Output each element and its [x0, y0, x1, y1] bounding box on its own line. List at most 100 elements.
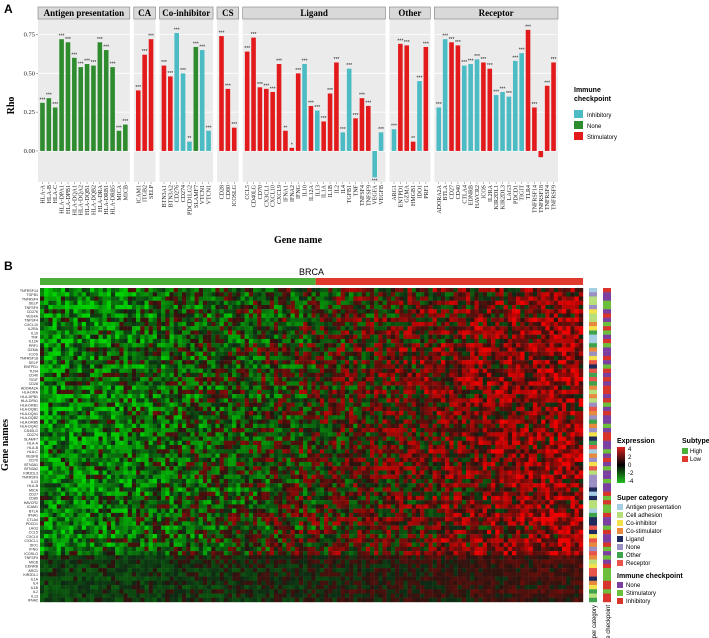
row-label: PDCD1: [26, 522, 38, 526]
x-tick-label: TNFRSF18: [539, 185, 545, 213]
bar: [506, 96, 512, 151]
x-tick-label: HLA-DRA: [98, 184, 104, 212]
significance-label: ***: [340, 127, 346, 133]
row-label: TNFRSF9: [22, 476, 38, 480]
significance-label: ***: [46, 93, 52, 99]
bar: [187, 141, 192, 151]
row-label: IFNA1: [28, 514, 38, 518]
super-category-swatch: [617, 504, 623, 510]
super-category-bar-label: Super category: [592, 605, 598, 638]
bar: [487, 68, 493, 151]
significance-label: ***: [193, 41, 199, 47]
row-label: CD80: [29, 497, 38, 501]
x-tick-label: CXCL10: [271, 185, 277, 207]
super-category-label: Antigen presentation: [626, 505, 681, 511]
bar: [180, 73, 186, 151]
bar: [493, 95, 499, 151]
x-tick-label: BTLA: [443, 184, 449, 200]
significance-label: ***: [167, 71, 173, 77]
super-category-legend-title: Super category: [617, 495, 668, 502]
significance-label: ***: [397, 38, 403, 44]
significance-label: ***: [346, 63, 352, 69]
significance-label: ***: [40, 97, 46, 103]
significance-label: ***: [378, 127, 384, 133]
bar: [346, 68, 352, 151]
x-tick-label: CX3CL1: [264, 185, 270, 207]
row-label: BTN3A2: [24, 467, 38, 471]
row-label: CXCL10: [24, 323, 38, 327]
bar: [264, 88, 269, 151]
facet-background: [159, 19, 214, 182]
row-label: TNFRSF14: [20, 289, 38, 293]
bar: [423, 46, 429, 151]
expression-tick: -4: [628, 479, 634, 485]
subtype-bar-high: [40, 278, 316, 285]
facet-panel: Antigen presentation *** HLA-A *** HLA-B *** H…: [37, 6, 131, 215]
significance-label: ***: [365, 100, 371, 106]
x-tick-label: ARG1: [392, 185, 398, 201]
row-label: HLA-DQA2: [20, 425, 38, 429]
bar: [148, 39, 154, 151]
y-tick-label: 0.00: [24, 148, 35, 155]
immune-checkpoint-swatch: [617, 598, 623, 604]
significance-label: ***: [308, 100, 314, 106]
significance-label: ***: [334, 57, 340, 63]
super-category-swatch: [617, 520, 623, 526]
significance-label: ***: [65, 37, 71, 43]
significance-label: ***: [500, 86, 506, 92]
significance-label: ***: [525, 24, 531, 30]
row-label: ENTPD1: [24, 365, 38, 369]
bar: [340, 132, 346, 151]
row-label: EDNRB: [25, 565, 38, 569]
immune-checkpoint-legend: Immune checkpoint Inhibitory None Stimulato…: [574, 87, 617, 141]
row-label: ADORA2A: [21, 386, 39, 390]
row-label: ICAM1: [27, 505, 38, 509]
immune-checkpoint-swatch: [617, 582, 623, 588]
bar: [500, 91, 505, 151]
x-tick-label: PDCD1LG2: [187, 185, 193, 215]
x-tick-label: HLA-DPA1: [60, 185, 66, 214]
x-tick-label: CTLA4: [462, 185, 468, 204]
bar: [72, 57, 77, 151]
bar: [327, 93, 333, 151]
bar: [231, 127, 237, 151]
significance-label: ***: [302, 59, 308, 65]
row-label: CD40: [29, 374, 38, 378]
x-tick-label: ENTPD1: [398, 185, 404, 207]
x-tick-label: ICAM1: [136, 185, 142, 204]
panel-a-letter: A: [4, 2, 13, 16]
bar: [321, 121, 326, 151]
significance-label: ***: [110, 62, 116, 68]
heatmap-y-label: Gene names: [0, 419, 11, 471]
x-tick-label: IL4: [341, 185, 347, 194]
super-category-label: Co-inhibitor: [626, 521, 657, 527]
subtype-swatch: [682, 456, 688, 462]
significance-label: ***: [263, 83, 269, 89]
bar: [78, 67, 84, 151]
bar: [244, 51, 250, 151]
significance-label: ***: [148, 34, 154, 40]
x-tick-label: TLR4: [526, 185, 532, 199]
expression-tick: 4: [628, 447, 632, 453]
super-category-swatch: [617, 536, 623, 542]
significance-label: ***: [353, 113, 359, 119]
x-tick-label: CCL5: [245, 185, 251, 200]
row-label: KIR2DL1: [23, 573, 38, 577]
expression-tick: 0: [628, 463, 632, 469]
x-tick-label: ICOSLG: [232, 184, 238, 206]
row-label: CD28: [29, 382, 38, 386]
facet-panel: Ligand***CCL5***CD40LG***CD70***CX3CL1**…: [242, 6, 386, 207]
x-tick-label: CD276: [175, 185, 181, 202]
row-label: VEGFB: [26, 454, 39, 458]
panel-b-letter: B: [4, 259, 13, 273]
row-labels: TNFRSF14TGFB1TNFRSF4SELPTNFSF9CD276VEGFA…: [20, 289, 39, 603]
x-tick-label: HLA-DRB5: [111, 185, 117, 215]
bar: [289, 147, 295, 151]
row-label: HLA-DPA1: [21, 399, 38, 403]
x-tick-label: CD27: [450, 185, 456, 199]
row-label: TNFRSF4: [22, 297, 38, 301]
row-label: TNFSF9: [24, 306, 38, 310]
bar: [193, 46, 199, 151]
significance-label: ***: [257, 82, 263, 88]
bar: [40, 102, 45, 151]
